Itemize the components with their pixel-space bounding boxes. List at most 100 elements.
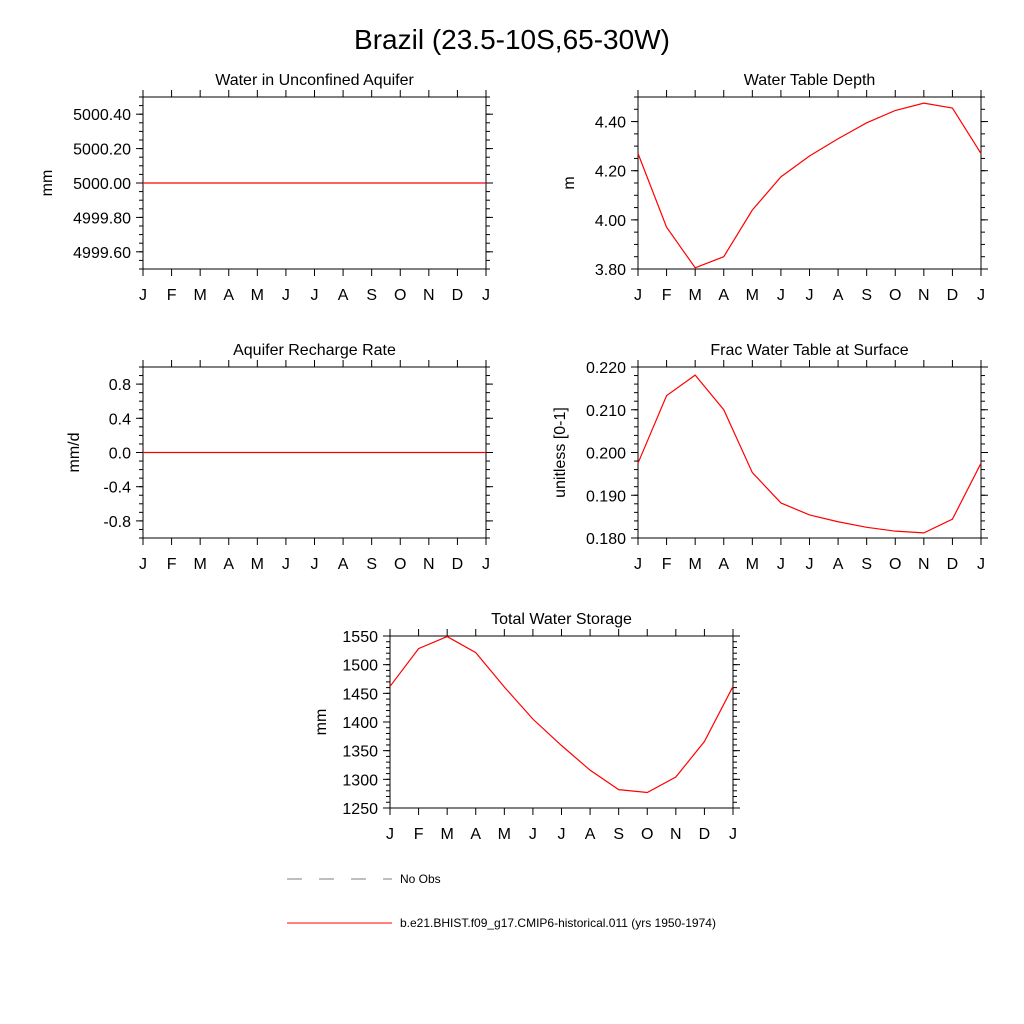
water-table-depth-xtick-label: J xyxy=(806,287,814,304)
water-table-depth-ytick-label: 4.40 xyxy=(595,115,626,132)
aquifer-recharge-rate-xtick-label: J xyxy=(282,556,290,573)
water-in-unconfined-aquifer-xtick-label: A xyxy=(338,287,349,304)
frac-water-table-at-surface-frame xyxy=(637,366,982,539)
total-water-storage-xtick-label: J xyxy=(558,826,566,843)
aquifer-recharge-rate-xtick-label: M xyxy=(251,556,264,573)
water-in-unconfined-aquifer-xtick-label: F xyxy=(167,287,177,304)
water-in-unconfined-aquifer-xtick-label: N xyxy=(423,287,435,304)
aquifer-recharge-rate-ytick-label: 0.0 xyxy=(109,446,131,463)
aquifer-recharge-rate-xtick-label: A xyxy=(223,556,234,573)
water-table-depth-frame xyxy=(637,96,982,270)
water-in-unconfined-aquifer-xtick-label: J xyxy=(139,287,147,304)
frac-water-table-at-surface-xtick-label: A xyxy=(833,556,844,573)
total-water-storage-xtick-label: S xyxy=(613,826,624,843)
water-in-unconfined-aquifer-xtick-label: D xyxy=(452,287,464,304)
frac-water-table-at-surface-xtick-label: N xyxy=(918,556,930,573)
frac-water-table-at-surface-xtick-label: J xyxy=(634,556,642,573)
water-table-depth-xtick-label: J xyxy=(777,287,785,304)
aquifer-recharge-rate-xtick-label: J xyxy=(311,556,319,573)
water-table-depth-xtick-label: M xyxy=(746,287,759,304)
total-water-storage-series-line xyxy=(389,635,734,794)
water-in-unconfined-aquifer-title: Water in Unconfined Aquifer xyxy=(215,72,414,89)
frac-water-table-at-surface-xtick-label: M xyxy=(746,556,759,573)
chart-frac-water-table-at-surface: Frac Water Table at Surface unitless [0-1… xyxy=(552,342,988,573)
frac-water-table-at-surface-xtick-label: F xyxy=(662,556,672,573)
aquifer-recharge-rate-ytick-label: -0.8 xyxy=(103,514,131,531)
water-in-unconfined-aquifer-xtick-label: J xyxy=(482,287,490,304)
aquifer-recharge-rate-xtick-label: M xyxy=(194,556,207,573)
water-table-depth-ytick-label: 3.80 xyxy=(595,262,626,279)
total-water-storage-title: Total Water Storage xyxy=(491,611,632,628)
total-water-storage-ytick-label: 1400 xyxy=(342,715,378,732)
water-table-depth-ytick-label: 4.00 xyxy=(595,213,626,230)
water-in-unconfined-aquifer-xtick-label: J xyxy=(282,287,290,304)
water-in-unconfined-aquifer-ytick-label: 5000.40 xyxy=(73,107,131,124)
frac-water-table-at-surface-ytick-label: 0.210 xyxy=(586,403,626,420)
frac-water-table-at-surface-xtick-label: S xyxy=(861,556,872,573)
water-table-depth-xtick-label: O xyxy=(889,287,901,304)
water-table-depth-xtick-label: D xyxy=(947,287,959,304)
water-table-depth-xtick-label: A xyxy=(718,287,729,304)
total-water-storage-xtick-label: A xyxy=(585,826,596,843)
legend: No Obs b.e21.BHIST.f09_g17.CMIP6-histori… xyxy=(287,872,716,930)
total-water-storage-xtick-label: M xyxy=(498,826,511,843)
total-water-storage-xtick-label: M xyxy=(441,826,454,843)
water-in-unconfined-aquifer-ytick-label: 5000.00 xyxy=(73,176,131,193)
total-water-storage-frame xyxy=(389,635,734,809)
frac-water-table-at-surface-ytick-label: 0.200 xyxy=(586,446,626,463)
aquifer-recharge-rate-ytick-label: 0.4 xyxy=(109,411,131,428)
total-water-storage-xtick-label: O xyxy=(641,826,653,843)
aquifer-recharge-rate-title: Aquifer Recharge Rate xyxy=(233,342,396,359)
water-in-unconfined-aquifer-xtick-label: S xyxy=(366,287,377,304)
frac-water-table-at-surface-xtick-label: D xyxy=(947,556,959,573)
water-table-depth-xtick-label: F xyxy=(662,287,672,304)
total-water-storage-xtick-label: N xyxy=(670,826,682,843)
frac-water-table-at-surface-series-line xyxy=(637,374,982,534)
frac-water-table-at-surface-ytick-label: 0.190 xyxy=(586,488,626,505)
water-in-unconfined-aquifer-ylabel: mm xyxy=(39,170,56,197)
total-water-storage-ytick-label: 1250 xyxy=(342,801,378,818)
water-in-unconfined-aquifer-xtick-label: M xyxy=(251,287,264,304)
frac-water-table-at-surface-xtick-label: O xyxy=(889,556,901,573)
frac-water-table-at-surface-xtick-label: A xyxy=(718,556,729,573)
water-table-depth-xtick-label: J xyxy=(977,287,985,304)
water-table-depth-ytick-label: 4.20 xyxy=(595,164,626,181)
water-table-depth-series-line xyxy=(637,102,982,269)
water-table-depth-xtick-label: M xyxy=(689,287,702,304)
aquifer-recharge-rate-xtick-label: D xyxy=(452,556,464,573)
water-table-depth-xtick-label: A xyxy=(833,287,844,304)
total-water-storage-xtick-label: J xyxy=(529,826,537,843)
total-water-storage-xtick-label: A xyxy=(470,826,481,843)
frac-water-table-at-surface-xtick-label: J xyxy=(977,556,985,573)
water-table-depth-ylabel: m xyxy=(561,176,578,189)
aquifer-recharge-rate-xtick-label: J xyxy=(482,556,490,573)
total-water-storage-xtick-label: D xyxy=(699,826,711,843)
water-table-depth-xtick-label: S xyxy=(861,287,872,304)
frac-water-table-at-surface-xtick-label: J xyxy=(777,556,785,573)
aquifer-recharge-rate-xtick-label: N xyxy=(423,556,435,573)
frac-water-table-at-surface-title: Frac Water Table at Surface xyxy=(710,342,908,359)
water-in-unconfined-aquifer-xtick-label: M xyxy=(194,287,207,304)
total-water-storage-xtick-label: J xyxy=(729,826,737,843)
water-in-unconfined-aquifer-xtick-label: J xyxy=(311,287,319,304)
aquifer-recharge-rate-ytick-label: 0.8 xyxy=(109,377,131,394)
water-in-unconfined-aquifer-ytick-label: 5000.20 xyxy=(73,142,131,159)
total-water-storage-xtick-label: F xyxy=(414,826,424,843)
aquifer-recharge-rate-ytick-label: -0.4 xyxy=(103,480,131,497)
total-water-storage-ytick-label: 1300 xyxy=(342,772,378,789)
aquifer-recharge-rate-xtick-label: O xyxy=(394,556,406,573)
total-water-storage-ytick-label: 1350 xyxy=(342,744,378,761)
frac-water-table-at-surface-xtick-label: M xyxy=(689,556,702,573)
legend-obs-label: No Obs xyxy=(400,872,441,886)
total-water-storage-ylabel: mm xyxy=(313,709,330,736)
aquifer-recharge-rate-ylabel: mm/d xyxy=(66,433,83,473)
legend-model-label: b.e21.BHIST.f09_g17.CMIP6-historical.011… xyxy=(400,916,716,930)
water-table-depth-title: Water Table Depth xyxy=(744,72,876,89)
aquifer-recharge-rate-xtick-label: F xyxy=(167,556,177,573)
aquifer-recharge-rate-xtick-label: J xyxy=(139,556,147,573)
